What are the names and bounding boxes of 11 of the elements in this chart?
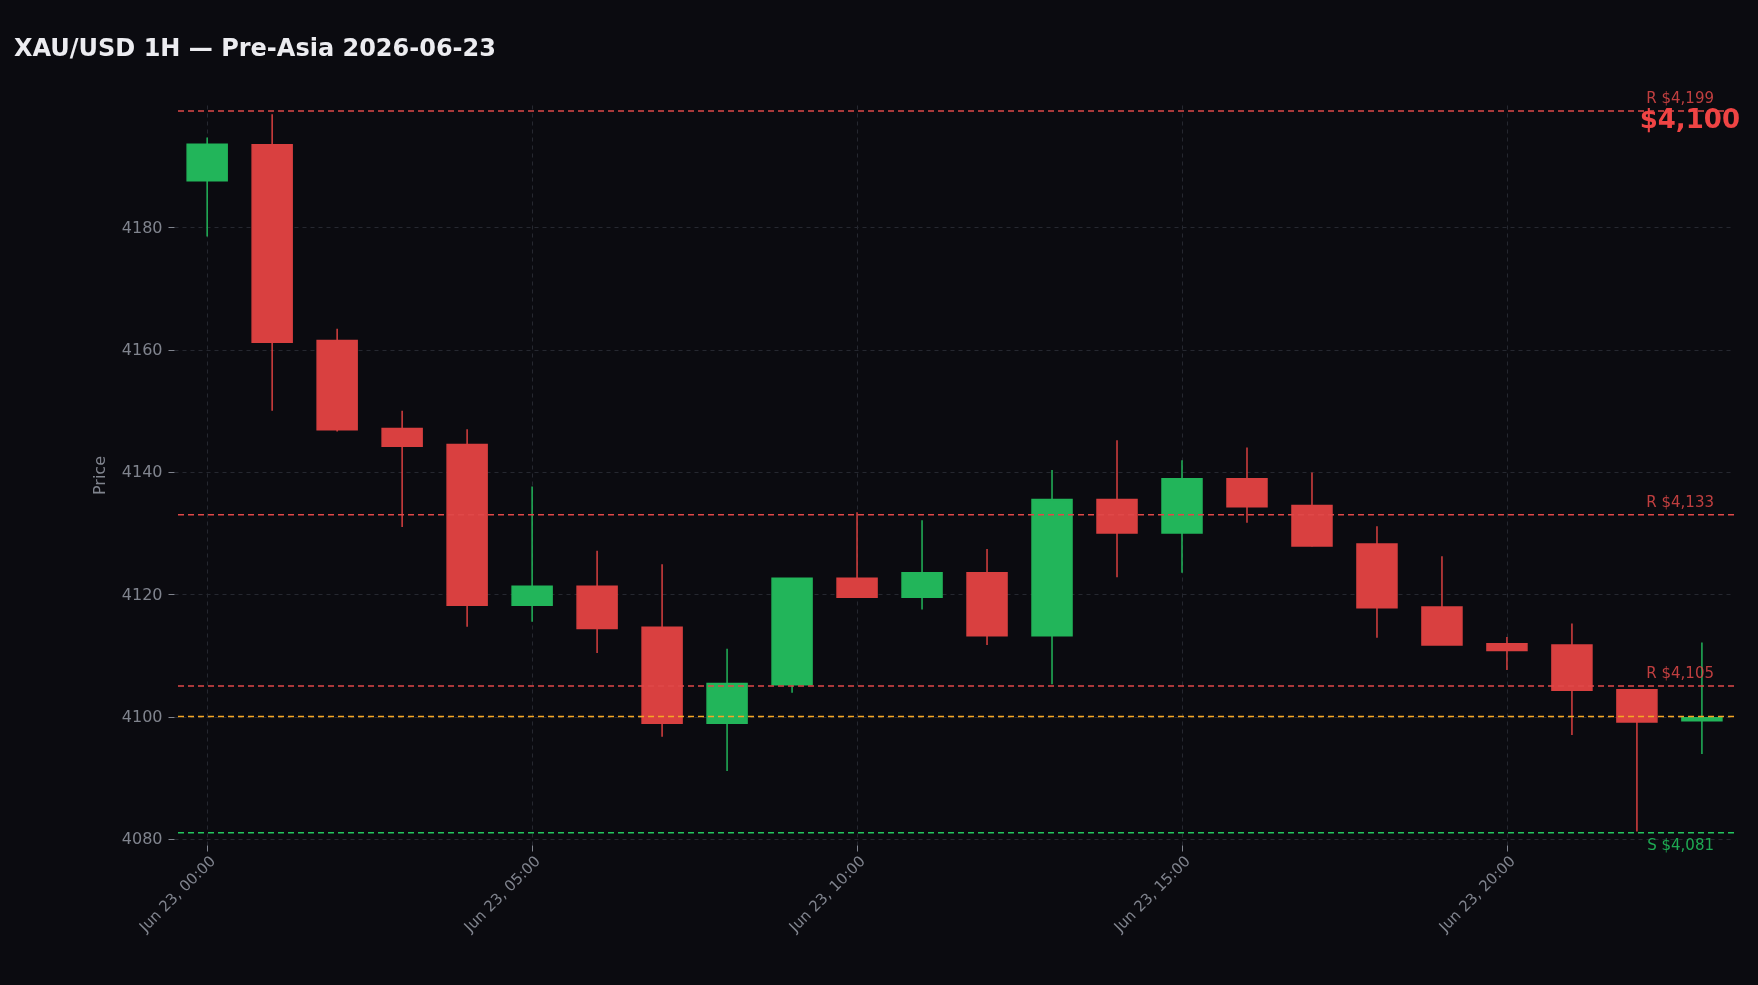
y-tick-label: 4160	[121, 340, 163, 360]
y-tick-label: 4100	[121, 707, 163, 727]
ref-line-label: R $4,199	[1646, 89, 1714, 108]
y-tick-label: 4140	[121, 462, 163, 482]
y-tick-label: 4180	[121, 217, 163, 237]
chart-title: XAU/USD 1H — Pre-Asia 2026-06-23	[14, 34, 496, 63]
ref-line-label: R $4,133	[1646, 492, 1714, 511]
y-axis-title: Price	[89, 455, 109, 496]
ref-line-label: S $4,081	[1647, 835, 1714, 854]
y-tick-label: 4080	[121, 829, 163, 849]
y-tick-label: 4120	[121, 584, 163, 604]
